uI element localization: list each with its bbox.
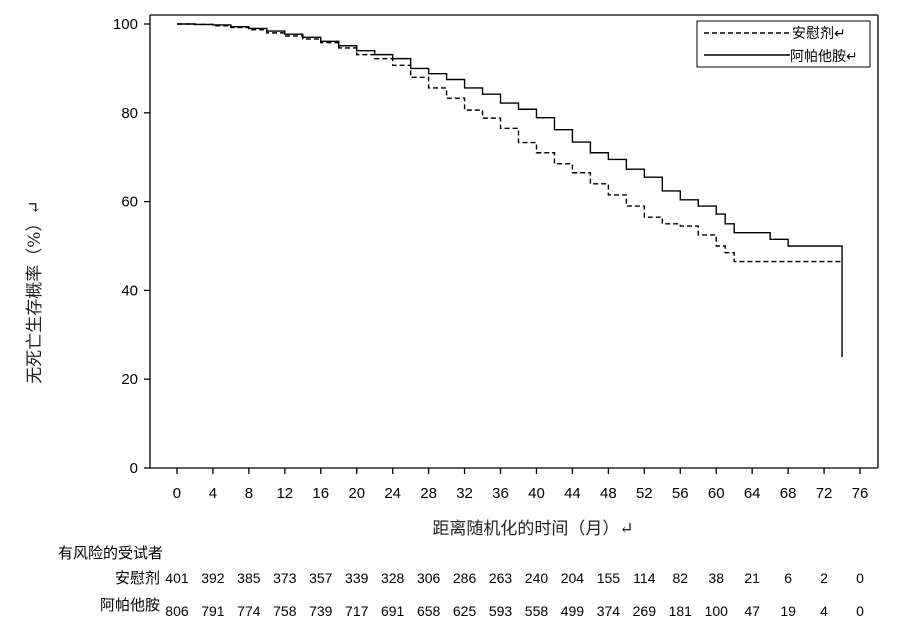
risk-value: 0 [856, 570, 864, 586]
risk-value: 717 [345, 603, 369, 619]
risk-value: 240 [525, 570, 549, 586]
risk-value: 339 [345, 570, 369, 586]
y-axis-title: 无死亡生存概率（%）↵ [25, 200, 45, 383]
x-tick-label: 4 [209, 485, 217, 502]
risk-value: 114 [633, 570, 656, 586]
risk-value: 6 [784, 570, 792, 586]
risk-value: 392 [201, 570, 225, 586]
risk-value: 306 [417, 570, 441, 586]
risk-value: 0 [856, 603, 864, 619]
x-tick-label: 52 [636, 485, 653, 502]
risk-value: 181 [669, 603, 693, 619]
x-tick-label: 68 [780, 485, 797, 502]
x-tick-label: 12 [276, 485, 293, 502]
x-tick-label: 24 [384, 485, 401, 502]
y-tick-label: 40 [121, 282, 138, 299]
risk-value: 82 [672, 570, 688, 586]
risk-value: 774 [237, 603, 261, 619]
risk-value: 47 [744, 603, 760, 619]
risk-value: 593 [489, 603, 513, 619]
risk-value: 499 [561, 603, 585, 619]
x-tick-label: 60 [708, 485, 725, 502]
risk-value: 204 [561, 570, 585, 586]
risk-row-label-placebo: 安慰剂 [115, 569, 160, 587]
x-axis-title: 距离随机化的时间（月）↵ [432, 519, 633, 539]
x-tick-label: 48 [600, 485, 617, 502]
x-tick-label: 8 [245, 485, 253, 502]
risk-value: 401 [165, 570, 189, 586]
risk-value: 38 [708, 570, 724, 586]
legend-box [696, 20, 871, 68]
legend-label-placebo: 安慰剂↵ [792, 25, 846, 42]
legend-label-apalutamide: 阿帕他胺↵ [790, 49, 858, 65]
series-line-apalutamide [176, 23, 843, 357]
risk-value: 373 [273, 570, 297, 586]
y-tick-label: 100 [113, 16, 138, 33]
risk-value: 357 [309, 570, 333, 586]
x-tick-label: 32 [456, 485, 473, 502]
risk-value: 155 [597, 570, 621, 586]
risk-value: 2 [820, 570, 828, 586]
y-tick-label: 0 [130, 460, 138, 477]
risk-value: 21 [744, 570, 760, 586]
x-tick-label: 16 [312, 485, 329, 502]
x-tick-label: 44 [564, 485, 581, 502]
risk-value: 286 [453, 570, 477, 586]
risk-value: 385 [237, 570, 261, 586]
y-tick-label: 60 [121, 194, 138, 211]
x-tick-label: 28 [420, 485, 437, 502]
x-tick-label: 20 [348, 485, 365, 502]
risk-value: 739 [309, 603, 333, 619]
risk-value: 374 [597, 603, 621, 619]
x-tick-label: 64 [744, 485, 761, 502]
risk-value: 263 [489, 570, 513, 586]
y-tick-label: 80 [121, 105, 138, 122]
risk-value: 658 [417, 603, 441, 619]
risk-value: 758 [273, 603, 297, 619]
risk-value: 691 [381, 603, 405, 619]
risk-value: 558 [525, 603, 549, 619]
risk-value: 625 [453, 603, 477, 619]
risk-value: 269 [633, 603, 657, 619]
risk-value: 328 [381, 570, 405, 586]
legend: 安慰剂↵ 阿帕他胺↵ [696, 20, 871, 68]
series-line-placebo [176, 23, 843, 263]
risk-value: 806 [165, 603, 189, 619]
x-tick-label: 56 [672, 485, 689, 502]
x-tick-label: 76 [852, 485, 869, 502]
x-tick-label: 40 [528, 485, 545, 502]
risk-value: 4 [820, 603, 828, 619]
risk-value: 100 [705, 603, 729, 619]
risk-table-title: 有风险的受试者 [58, 544, 163, 562]
y-tick-label: 20 [121, 371, 138, 388]
risk-value: 19 [780, 603, 796, 619]
x-tick-label: 0 [173, 485, 181, 502]
risk-value: 791 [201, 603, 225, 619]
x-tick-label: 36 [492, 485, 509, 502]
x-tick-label: 72 [816, 485, 833, 502]
risk-row-label-apalutamide: 阿帕他胺 [100, 596, 160, 614]
